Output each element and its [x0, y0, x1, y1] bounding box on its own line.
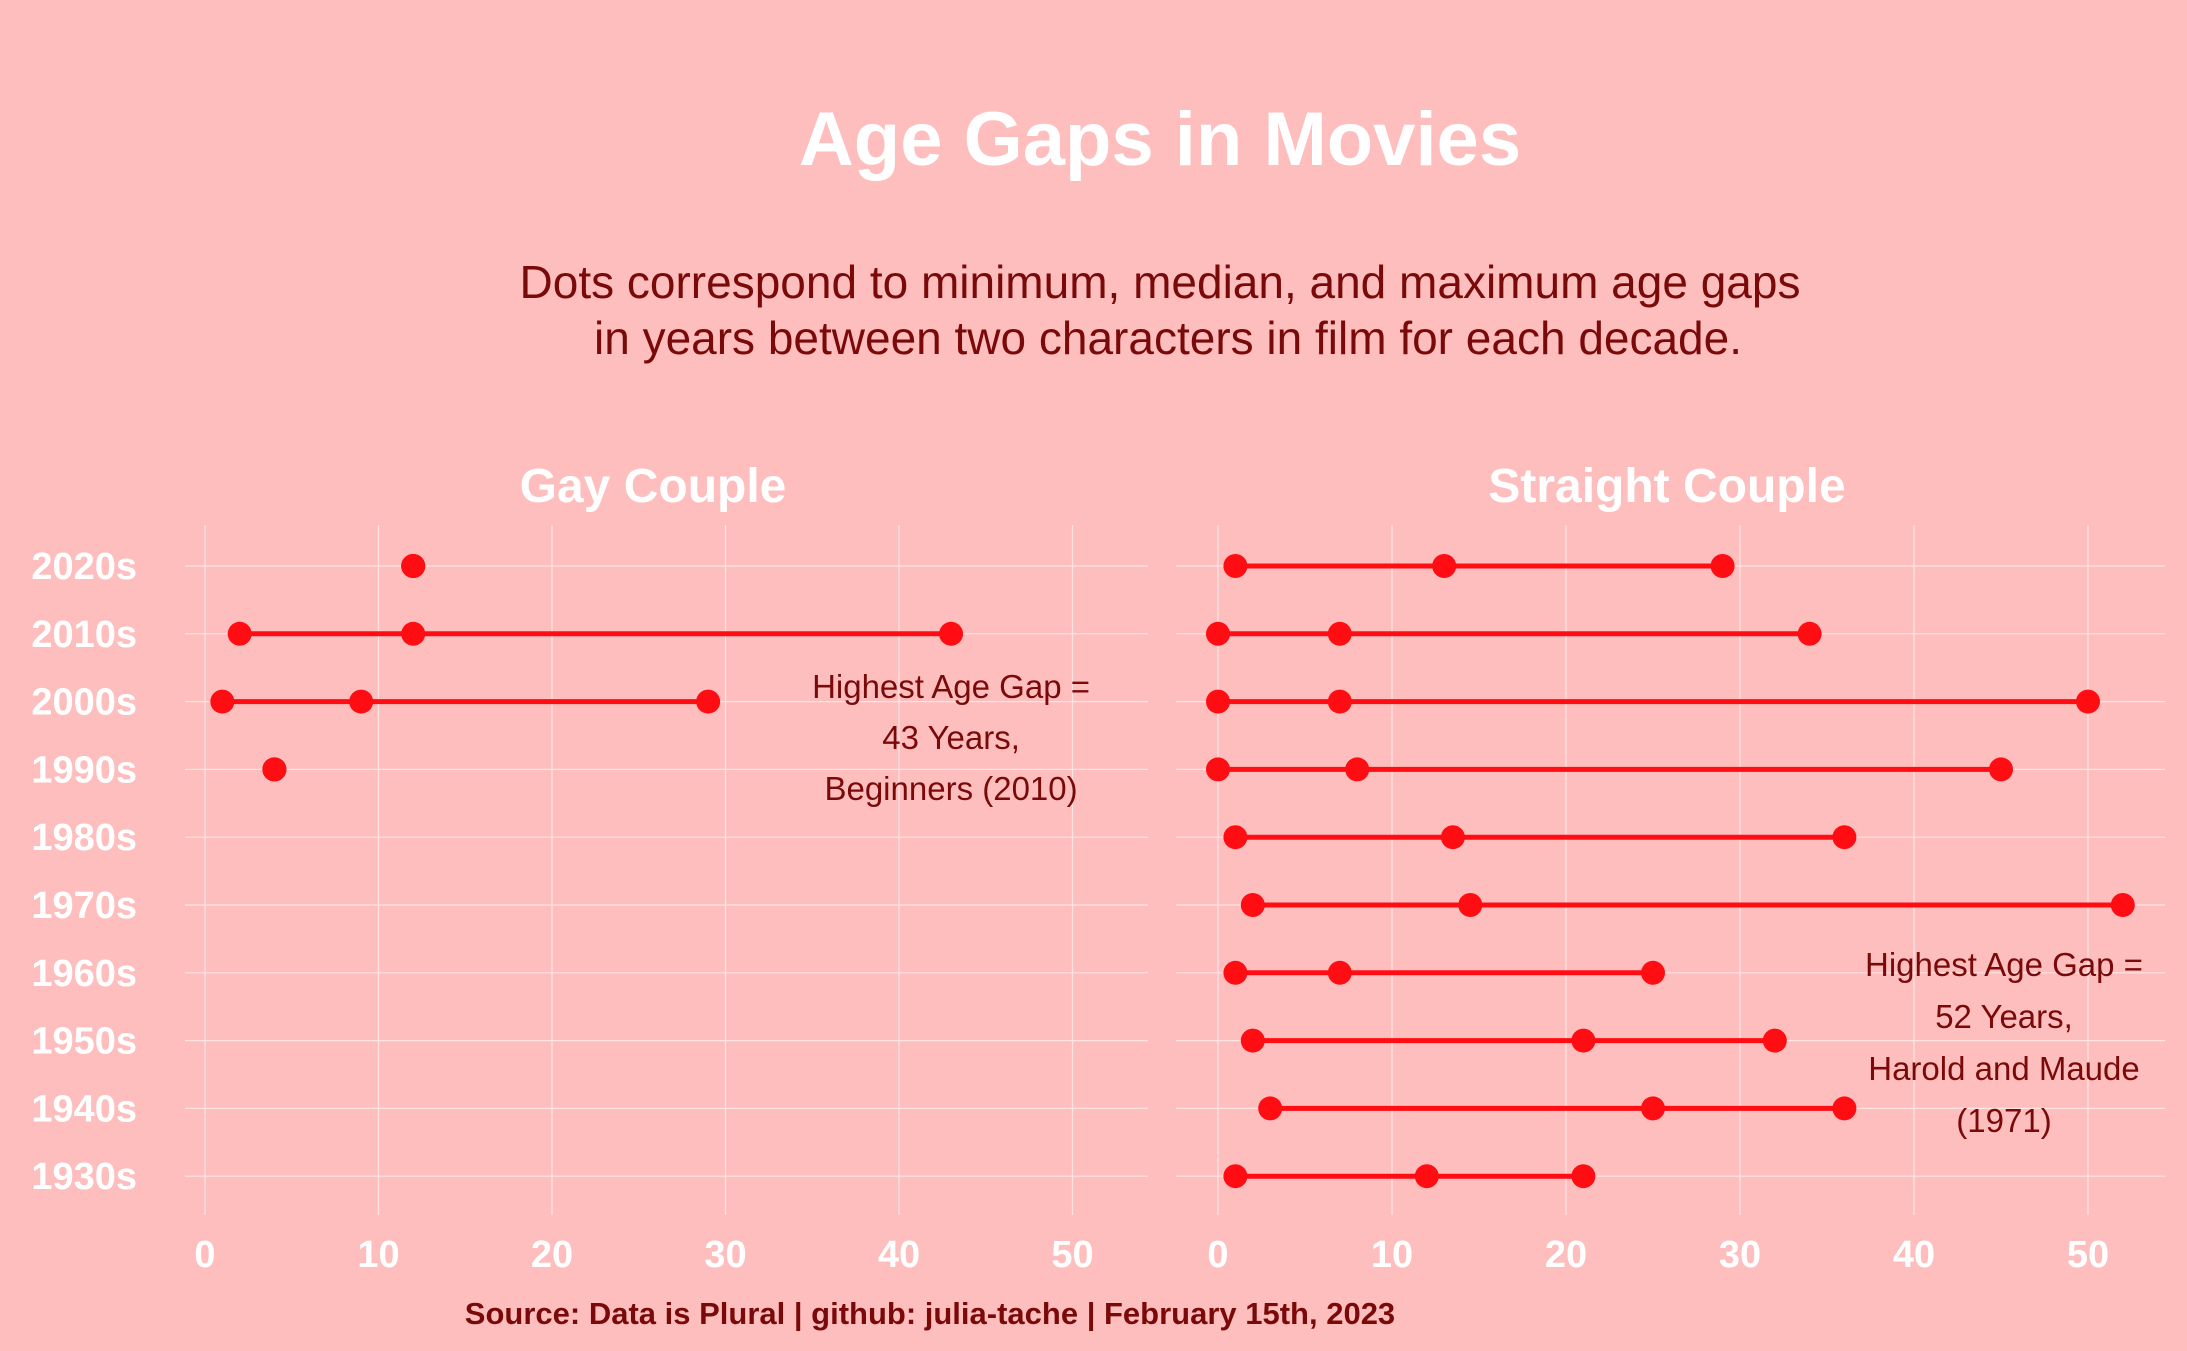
- dot-min: [1223, 1164, 1248, 1189]
- dot-max: [1989, 757, 2013, 782]
- dot-min: [1206, 621, 1230, 646]
- y-tick-label: 2010s: [31, 614, 137, 656]
- x-tick-label: 20: [1545, 1234, 1587, 1276]
- dot-median: [1440, 825, 1465, 850]
- annotation-line: (1971): [1956, 1102, 2051, 1139]
- y-tick-label: 1990s: [31, 749, 137, 791]
- annotation-line: Highest Age Gap =: [1865, 946, 2143, 983]
- dot-min: [1223, 960, 1248, 985]
- dot-max: [939, 621, 964, 646]
- x-tick-label: 50: [1051, 1234, 1093, 1276]
- y-tick-label: 1970s: [31, 885, 137, 927]
- dot-min: [1206, 689, 1230, 714]
- y-tick-label: 1930s: [31, 1156, 137, 1198]
- y-tick-label: 1960s: [31, 953, 137, 995]
- x-tick-label: 20: [531, 1234, 573, 1276]
- dot-min: [1258, 1096, 1283, 1121]
- panel-straight-couple: Straight Couple 0 10 20 30 40 50 Highest Age Ga…: [1176, 460, 2165, 1276]
- x-tick-label: 40: [1893, 1234, 1935, 1276]
- dot-median: [1432, 554, 1457, 578]
- annotation-line: Highest Age Gap =: [812, 668, 1090, 705]
- dot-min: [1206, 757, 1230, 782]
- panel-gay-couple: Gay Couple 0 10 20 30 40 50 2020s 2010s 2000s 1990…: [31, 460, 1148, 1276]
- dot-median: [1327, 960, 1352, 985]
- dot-max: [262, 757, 287, 782]
- dot-max: [1571, 1164, 1596, 1189]
- x-tick-label: 10: [1371, 1234, 1413, 1276]
- dot-min: [227, 621, 252, 646]
- dot-max: [2076, 689, 2100, 714]
- y-tick-label: 1950s: [31, 1021, 137, 1063]
- dot-median: [1571, 1028, 1596, 1053]
- panel-title: Straight Couple: [1488, 460, 1845, 513]
- dot-max: [1762, 1028, 1787, 1053]
- panel-title: Gay Couple: [520, 460, 787, 513]
- annotation-line: Beginners (2010): [824, 770, 1077, 807]
- dot-max: [1797, 621, 1822, 646]
- chart-caption: Source: Data is Plural | github: julia-t…: [465, 1296, 1395, 1331]
- dot-median: [1327, 689, 1352, 714]
- y-tick-label: 1940s: [31, 1088, 137, 1130]
- x-tick-label: 40: [878, 1234, 920, 1276]
- chart-subtitle-line-1: Dots correspond to minimum, median, and …: [520, 256, 1801, 308]
- y-tick-label: 2000s: [31, 682, 137, 724]
- dot-max: [1832, 1096, 1857, 1121]
- dot-min: [1240, 1028, 1265, 1053]
- x-tick-label: 30: [1719, 1234, 1761, 1276]
- dot-median: [349, 689, 374, 714]
- chart-title: Age Gaps in Movies: [799, 97, 1521, 182]
- dot-median: [1327, 621, 1352, 646]
- x-tick-label: 0: [194, 1234, 215, 1276]
- dot-max: [1641, 960, 1665, 985]
- dot-max: [2110, 893, 2135, 917]
- dot-min: [1223, 825, 1248, 850]
- dot-min: [1240, 893, 1265, 917]
- annotation-line: 52 Years,: [1935, 998, 2073, 1035]
- chart-panels: Gay Couple 0 10 20 30 40 50 2020s 2010s 2000s 1990…: [31, 460, 2165, 1276]
- annotation-line: 43 Years,: [882, 719, 1020, 756]
- dot-max: [1710, 554, 1735, 578]
- dot-median: [1414, 1164, 1439, 1189]
- x-tick-label: 0: [1207, 1234, 1228, 1276]
- x-tick-label: 10: [357, 1234, 399, 1276]
- dot-median: [1345, 757, 1370, 782]
- dot-min: [210, 689, 235, 714]
- dot-min: [1223, 554, 1248, 578]
- chart-subtitle-line-2: in years between two characters in film …: [594, 312, 1742, 364]
- dot-median: [1458, 893, 1483, 917]
- dot-max: [696, 689, 721, 714]
- dot-median: [401, 621, 426, 646]
- x-tick-label: 50: [2067, 1234, 2109, 1276]
- dot-max: [401, 554, 426, 578]
- y-tick-label: 1980s: [31, 817, 137, 859]
- dot-median: [1641, 1096, 1665, 1121]
- annotation-line: Harold and Maude: [1868, 1050, 2140, 1087]
- dot-max: [1832, 825, 1857, 850]
- x-tick-label: 30: [704, 1234, 746, 1276]
- y-tick-label: 2020s: [31, 546, 137, 588]
